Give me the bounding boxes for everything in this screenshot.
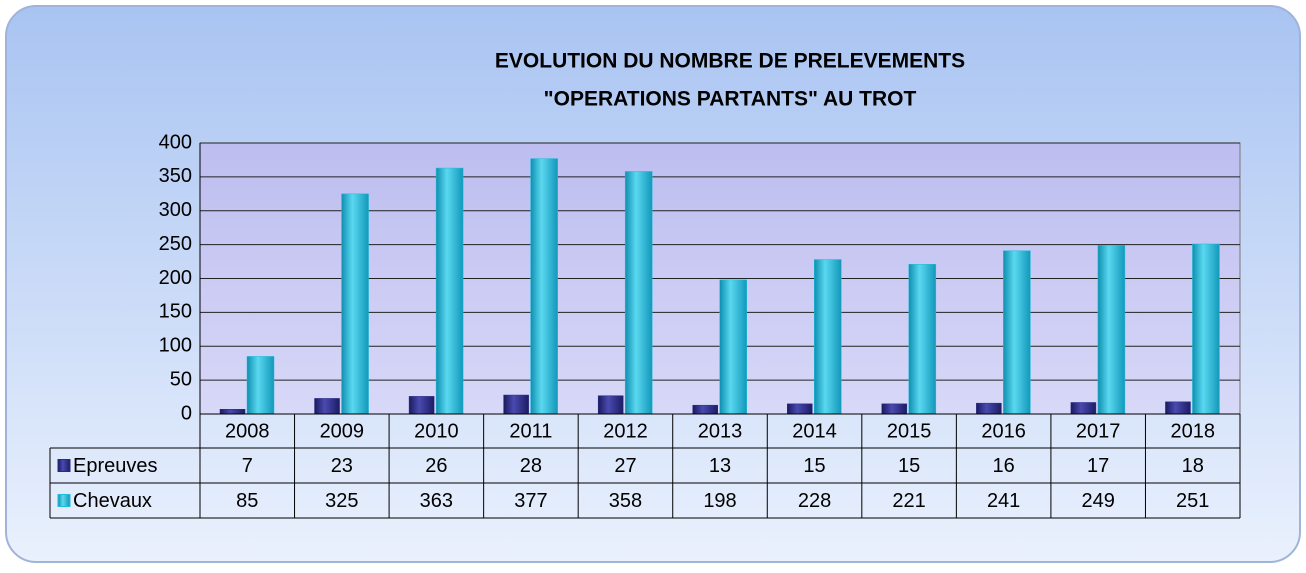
- legend-label: Chevaux: [73, 490, 152, 512]
- y-tick-label: 150: [159, 301, 192, 323]
- bar: [814, 259, 842, 415]
- bar: [787, 403, 813, 415]
- bar: [719, 279, 747, 415]
- bar: [314, 398, 340, 415]
- x-tick-label: 2016: [981, 420, 1026, 442]
- legend-marker: [57, 494, 71, 507]
- x-tick-label: 2014: [792, 420, 837, 442]
- bar: [246, 356, 275, 415]
- x-tick-label: 2009: [320, 420, 365, 442]
- y-tick-label: 400: [159, 131, 192, 153]
- bar: [408, 396, 435, 415]
- table-value: 198: [703, 490, 736, 512]
- x-tick-label: 2015: [887, 420, 932, 442]
- table-value: 358: [609, 490, 642, 512]
- table-value: 377: [514, 490, 547, 512]
- bar: [435, 167, 464, 415]
- table-value: 325: [325, 490, 358, 512]
- legend-label: Epreuves: [73, 455, 158, 477]
- bar: [881, 403, 908, 415]
- x-tick-label: 2012: [603, 420, 648, 442]
- table-value: 363: [420, 490, 453, 512]
- table-value: 18: [1182, 455, 1204, 477]
- table-value: 85: [236, 490, 258, 512]
- legend-marker: [57, 459, 71, 472]
- table-value: 228: [798, 490, 831, 512]
- bar: [976, 402, 1002, 415]
- bar: [503, 394, 529, 415]
- table-value: 241: [987, 490, 1020, 512]
- bar: [1003, 250, 1031, 415]
- table-value: 28: [520, 455, 542, 477]
- chart-title: "OPERATIONS PARTANTS" AU TROT: [544, 88, 917, 111]
- bar: [1165, 401, 1191, 415]
- table-value: 7: [242, 455, 253, 477]
- table-value: 251: [1176, 490, 1209, 512]
- x-tick-label: 2017: [1076, 420, 1121, 442]
- table-value: 26: [425, 455, 447, 477]
- table-value: 27: [614, 455, 636, 477]
- y-tick-label: 0: [181, 402, 192, 424]
- bar: [908, 264, 937, 415]
- bar: [1097, 245, 1126, 415]
- table-value: 13: [709, 455, 731, 477]
- y-tick-label: 300: [159, 199, 192, 221]
- x-tick-label: 2011: [509, 420, 552, 442]
- y-tick-label: 350: [159, 165, 192, 187]
- x-tick-label: 2013: [698, 420, 743, 442]
- x-tick-label: 2010: [414, 420, 459, 442]
- bar: [219, 409, 246, 415]
- bar: [1192, 243, 1220, 415]
- bar: [341, 193, 369, 415]
- table-value: 15: [898, 455, 920, 477]
- bar: [530, 158, 558, 415]
- bar: [597, 395, 624, 415]
- x-tick-label: 2018: [1170, 420, 1215, 442]
- y-tick-label: 100: [159, 335, 192, 357]
- y-tick-label: 200: [159, 267, 192, 289]
- chart-title: EVOLUTION DU NOMBRE DE PRELEVEMENTS: [495, 50, 965, 73]
- table-value: 23: [331, 455, 353, 477]
- table-value: 15: [803, 455, 825, 477]
- y-tick-label: 50: [170, 368, 192, 390]
- y-tick-label: 250: [159, 233, 192, 255]
- bar: [624, 171, 653, 415]
- table-value: 16: [993, 455, 1015, 477]
- x-tick-label: 2008: [225, 420, 270, 442]
- table-value: 17: [1087, 455, 1109, 477]
- bar: [692, 404, 718, 415]
- bar: [1070, 402, 1097, 415]
- table-value: 249: [1081, 490, 1114, 512]
- table-value: 221: [892, 490, 925, 512]
